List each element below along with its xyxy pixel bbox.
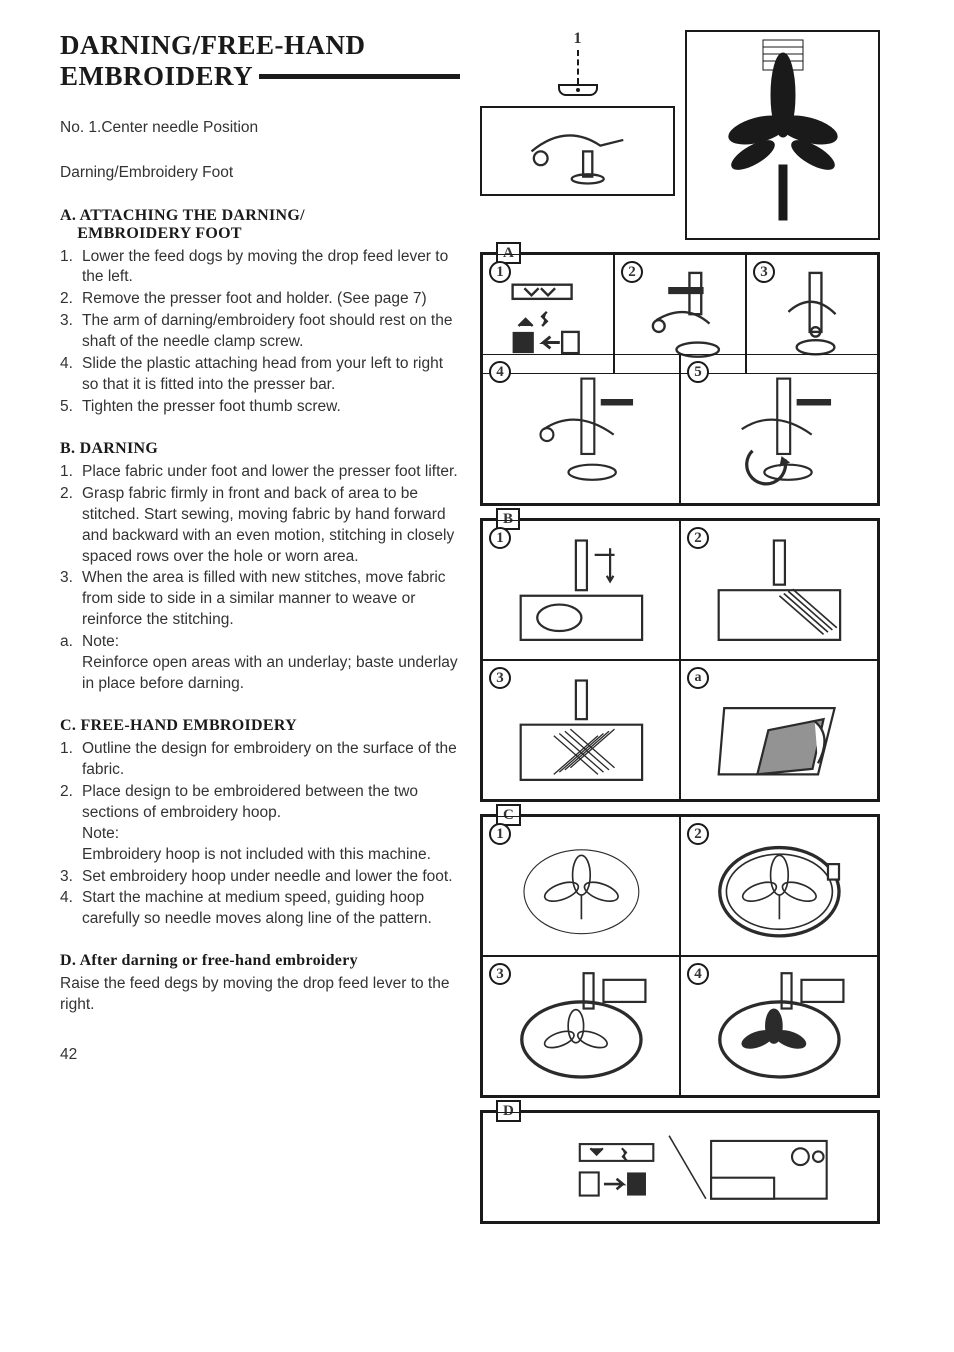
list-item: 4.Start the machine at medium speed, gui… xyxy=(60,888,460,930)
note-label: Note: xyxy=(82,633,119,650)
section-b-head: DARNING xyxy=(80,440,159,457)
section-d-body: Raise the feed degs by moving the drop f… xyxy=(60,974,460,1016)
section-b-list: 1.Place fabric under foot and lower the … xyxy=(60,462,460,695)
list-item: 1.Lower the feed dogs by moving the drop… xyxy=(60,247,460,289)
section-c-heading: C. FREE-HAND EMBROIDERY xyxy=(60,717,460,735)
outline-design-icon xyxy=(503,831,660,941)
note-label: Note: xyxy=(82,824,460,845)
diagram-column: 1 xyxy=(480,30,880,1224)
list-item: 2.Grasp fabric firmly in front and back … xyxy=(60,484,460,568)
section-c-head: FREE-HAND EMBROIDERY xyxy=(80,717,297,734)
list-item: 2.Remove the presser foot and holder. (S… xyxy=(60,289,460,310)
diagram-cell: 4 xyxy=(482,354,680,504)
guide-hoop-icon xyxy=(701,971,858,1081)
stitch-rows-icon xyxy=(701,535,858,645)
page-title-line2: EMBROIDERY xyxy=(60,61,253,92)
page-title-line1: DARNING/FREE-HAND xyxy=(60,30,460,61)
diagram-cell: 5 xyxy=(680,354,878,504)
list-item: 3.When the area is filled with new stitc… xyxy=(60,568,460,631)
page-title-block: DARNING/FREE-HAND EMBROIDERY xyxy=(60,30,460,92)
list-item: 3.The arm of darning/embroidery foot sho… xyxy=(60,311,460,353)
diagram-cell: 2 xyxy=(680,816,878,956)
section-a-prefix: A. xyxy=(60,207,76,225)
hoop-under-needle-icon xyxy=(503,971,660,1081)
section-b-prefix: B. xyxy=(60,440,75,458)
slide-head-icon xyxy=(503,370,660,488)
embroidery-sample-diagram xyxy=(685,30,880,240)
section-d-heading: D. After darning or free-hand embroidery xyxy=(60,952,460,970)
section-d-head: After darning or free-hand embroidery xyxy=(80,952,358,969)
section-a-list: 1.Lower the feed dogs by moving the drop… xyxy=(60,247,460,418)
diagram-panel-c: C 1 2 xyxy=(480,814,880,1098)
list-item: 1.Place fabric under foot and lower the … xyxy=(60,462,460,483)
section-c-list: 1.Outline the design for embroidery on t… xyxy=(60,739,460,930)
presser-foot-icon xyxy=(501,117,654,186)
list-item: 4.Slide the plastic attaching head from … xyxy=(60,354,460,396)
section-b-note: a. Note: Reinforce open areas with an un… xyxy=(60,632,460,695)
tighten-screw-icon xyxy=(701,370,858,488)
raise-feed-dogs-icon xyxy=(522,1124,837,1210)
needle-dashed-line-icon xyxy=(577,50,579,84)
text-column: DARNING/FREE-HAND EMBROIDERY No. 1.Cente… xyxy=(60,30,460,1224)
diagram-cell: 1 xyxy=(482,816,680,956)
diagram-cell xyxy=(482,1112,878,1222)
diagram-panel-a: A 1 2 xyxy=(480,252,880,506)
diagram-panel-b: B 1 2 xyxy=(480,518,880,802)
diagram-cell: a xyxy=(680,660,878,800)
list-item: 5.Tighten the presser foot thumb screw. xyxy=(60,397,460,418)
feed-dog-lever-icon xyxy=(496,267,600,361)
diagram-cell: 2 xyxy=(680,520,878,660)
needle-position-number: 1 xyxy=(480,30,675,48)
remove-foot-icon xyxy=(628,267,732,361)
page-number: 42 xyxy=(60,1046,460,1064)
section-d-prefix: D. xyxy=(60,952,76,970)
list-item: 3.Set embroidery hoop under needle and l… xyxy=(60,867,460,888)
section-a-head-l1: ATTACHING THE DARNING/ xyxy=(80,207,305,224)
section-c-prefix: C. xyxy=(60,717,76,735)
intro-foot-name: Darning/Embroidery Foot xyxy=(60,161,460,184)
note-body: Reinforce open areas with an underlay; b… xyxy=(82,653,460,695)
list-item: 2. Place design to be embroidered betwee… xyxy=(60,782,460,866)
diagram-cell: 3 xyxy=(482,660,680,800)
diagram-panel-d: D xyxy=(480,1110,880,1224)
section-b-heading: B. DARNING xyxy=(60,440,460,458)
diagram-cell: 1 xyxy=(482,520,680,660)
list-item: 1.Outline the design for embroidery on t… xyxy=(60,739,460,781)
needle-plate-icon xyxy=(558,84,598,96)
hoop-design-icon xyxy=(701,831,858,941)
intro-needle-position: No. 1.Center needle Position xyxy=(60,116,460,139)
section-a-head-l2: EMBROIDERY FOOT xyxy=(77,225,242,242)
darning-foot-diagram xyxy=(480,106,675,196)
diagram-cell: 3 xyxy=(482,956,680,1096)
note-body: Embroidery hoop is not included with thi… xyxy=(82,845,460,866)
crosshatch-icon xyxy=(503,675,660,785)
diagram-cell: 4 xyxy=(680,956,878,1096)
place-fabric-icon xyxy=(503,535,660,645)
underlay-icon xyxy=(701,675,858,785)
flower-embroidery-icon xyxy=(728,35,838,235)
section-a-heading: A. ATTACHING THE DARNING/ EMBROIDERY FOO… xyxy=(60,207,460,243)
title-rule xyxy=(259,74,460,79)
foot-arm-icon xyxy=(760,267,864,361)
top-diagram-row: 1 xyxy=(480,30,880,240)
